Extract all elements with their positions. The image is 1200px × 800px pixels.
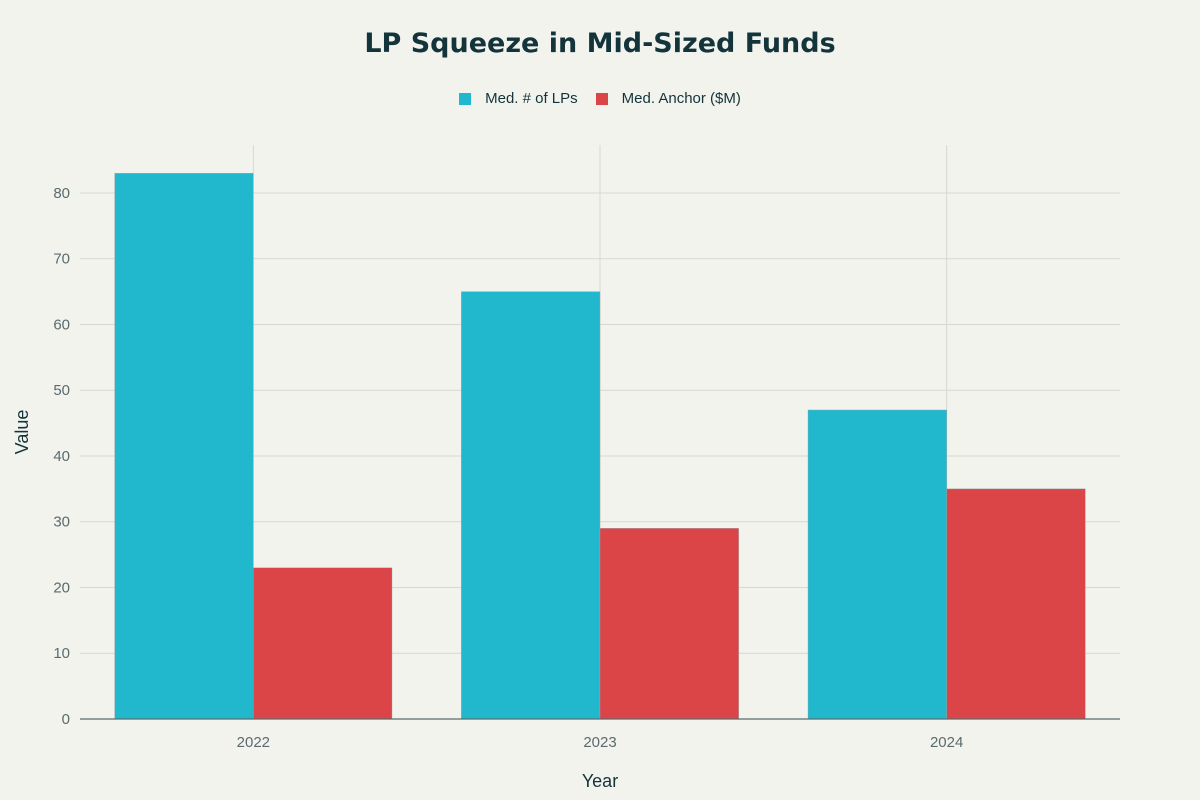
y-tick-label: 0 xyxy=(62,711,70,728)
legend: Med. # of LPs Med. Anchor ($M) xyxy=(0,90,1200,107)
y-tick-label: 30 xyxy=(53,514,70,531)
y-tick-label: 60 xyxy=(53,316,70,333)
bar-2024-anchor xyxy=(946,488,1086,720)
y-tick-label: 70 xyxy=(53,251,70,268)
y-tick-label: 10 xyxy=(53,645,70,662)
x-tick-label: 2023 xyxy=(583,734,616,751)
bar-2023-lps xyxy=(461,291,601,720)
bar-2022-lps xyxy=(114,173,254,720)
legend-item-anchor[interactable]: Med. Anchor ($M) xyxy=(595,90,741,107)
legend-label-anchor: Med. Anchor ($M) xyxy=(621,90,741,107)
y-tick-label: 20 xyxy=(53,579,70,596)
x-tick-label: 2022 xyxy=(237,734,270,751)
legend-swatch-anchor xyxy=(595,92,608,105)
chart-title: LP Squeeze in Mid-Sized Funds xyxy=(364,28,836,59)
x-tick-label: 2024 xyxy=(930,734,963,751)
bar-2024-lps xyxy=(807,409,947,720)
legend-label-lps: Med. # of LPs xyxy=(485,90,578,107)
bar-2022-anchor xyxy=(253,567,393,720)
y-tick-label: 50 xyxy=(53,382,70,399)
legend-swatch-lps xyxy=(459,92,472,105)
bar-2023-anchor xyxy=(599,528,739,720)
x-axis-label: Year xyxy=(582,771,618,791)
y-tick-label: 80 xyxy=(53,185,70,202)
y-tick-label: 40 xyxy=(53,448,70,465)
y-axis-label: Value xyxy=(12,410,32,455)
legend-item-lps[interactable]: Med. # of LPs xyxy=(459,90,578,107)
